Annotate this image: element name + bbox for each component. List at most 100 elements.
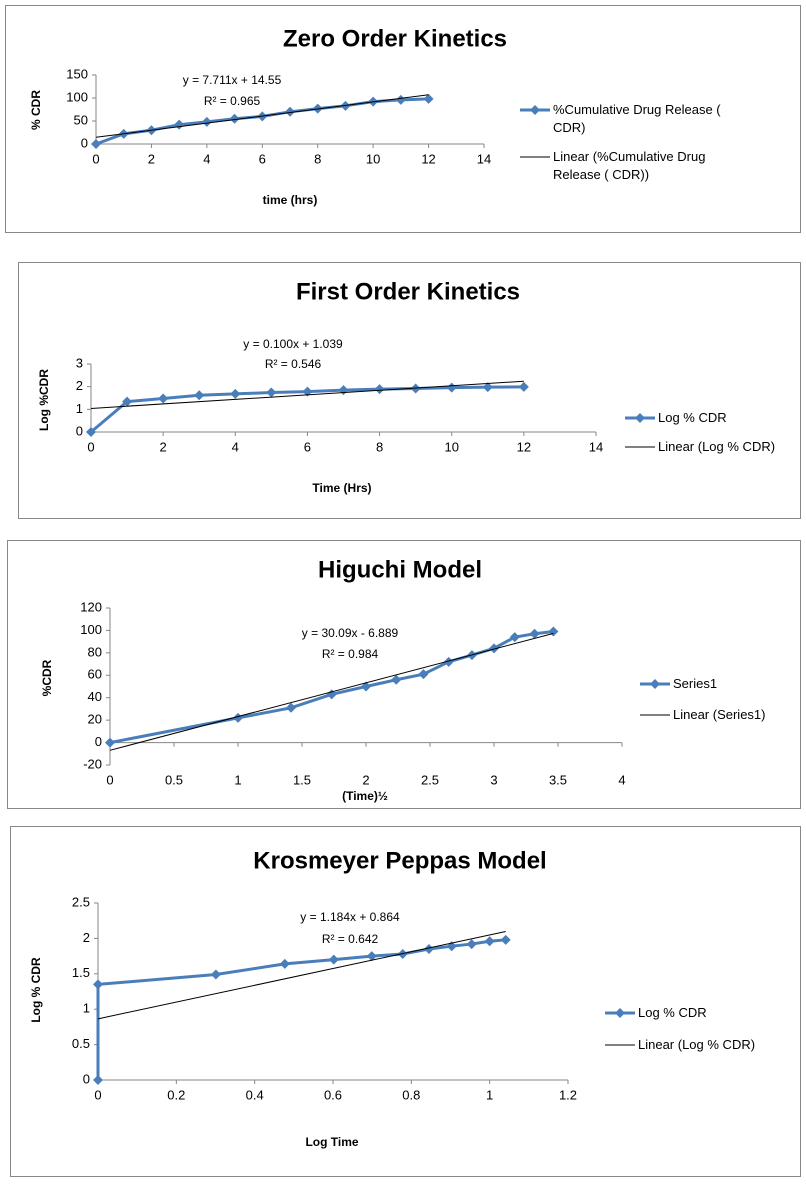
y-tick-label: -20	[83, 756, 102, 771]
data-point	[279, 958, 290, 969]
data-point	[328, 954, 339, 965]
legend-entry: Linear (%Cumulative Drug Release ( CDR))	[553, 149, 706, 182]
trendline-equation: y = 1.184x + 0.864	[300, 910, 400, 924]
data-point	[423, 93, 434, 104]
x-tick-label: 4	[232, 439, 239, 454]
data-point	[266, 387, 277, 398]
y-tick-label: 1	[83, 1001, 90, 1016]
data-point	[229, 113, 240, 124]
chart-frame	[7, 540, 801, 809]
data-point	[285, 106, 295, 117]
x-tick-label: 14	[477, 151, 491, 166]
legend-entry: Log % CDR	[638, 1005, 707, 1020]
data-point	[374, 384, 385, 395]
data-point	[482, 382, 493, 393]
data-point	[500, 934, 511, 945]
y-tick-label: 2.5	[72, 894, 90, 909]
trendline	[97, 931, 506, 1020]
data-point	[418, 669, 429, 680]
data-point	[391, 674, 402, 685]
chart-title: Higuchi Model	[318, 556, 482, 583]
x-tick-label: 2.5	[421, 772, 439, 787]
y-tick-label: 1	[76, 401, 83, 416]
data-point	[446, 382, 457, 393]
data-point	[338, 385, 349, 396]
data-point	[230, 388, 241, 399]
chart-title: Zero Order Kinetics	[283, 25, 507, 52]
y-tick-label: 100	[66, 89, 88, 104]
data-point	[466, 939, 477, 950]
trendline-equation: R² = 0.965	[204, 94, 261, 108]
data-point	[361, 681, 371, 692]
data-point	[93, 1075, 103, 1085]
x-tick-label: 0.2	[167, 1087, 185, 1102]
x-tick-label: 0.4	[246, 1087, 264, 1102]
data-point	[93, 979, 103, 990]
x-tick-label: 12	[421, 151, 435, 166]
trendline-equation: R² = 0.642	[322, 932, 379, 946]
legend-label: Series1	[673, 676, 718, 691]
legend-label: Linear (Log % CDR)	[638, 1037, 756, 1052]
data-point	[86, 427, 96, 437]
chart-title: Krosmeyer Peppas Model	[253, 847, 546, 874]
legend-label: Log % CDR	[658, 410, 727, 425]
legend-label: Linear (Series1)	[673, 707, 766, 722]
data-point	[210, 969, 221, 980]
trendline-equation: y = 0.100x + 1.039	[243, 337, 343, 351]
data-point	[285, 702, 296, 713]
x-tick-label: 14	[589, 439, 603, 454]
y-tick-label: 40	[88, 689, 102, 704]
x-tick-label: 10	[366, 151, 380, 166]
y-tick-label: 1.5	[72, 965, 90, 980]
chart-title: First Order Kinetics	[296, 278, 520, 305]
y-tick-label: 20	[88, 712, 102, 727]
x-tick-label: 2	[148, 151, 155, 166]
data-point	[174, 119, 185, 130]
series-line	[96, 938, 506, 1080]
data-point	[158, 393, 169, 404]
x-axis-title: Time (Hrs)	[312, 481, 371, 495]
x-tick-label: 3.5	[549, 772, 567, 787]
trendline-equation: y = 7.711x + 14.55	[183, 73, 282, 87]
x-tick-label: 0	[106, 772, 113, 787]
data-point	[326, 689, 337, 700]
data-point	[105, 737, 115, 748]
x-tick-label: 0	[87, 439, 94, 454]
legend-label: Linear (%Cumulative Drug Release ( CDR))	[553, 149, 706, 182]
x-tick-label: 8	[376, 439, 383, 454]
y-tick-label: 2	[83, 930, 90, 945]
legend-label: Log % CDR	[638, 1005, 707, 1020]
data-point	[194, 390, 205, 401]
x-tick-label: 3	[490, 772, 497, 787]
series-line	[95, 97, 429, 146]
trendline	[90, 380, 524, 409]
legend-marker	[635, 413, 645, 423]
x-tick-label: 6	[304, 439, 311, 454]
data-point	[395, 94, 406, 105]
y-tick-label: 3	[76, 355, 83, 370]
x-tick-label: 0.8	[402, 1087, 420, 1102]
y-tick-label: 150	[66, 66, 88, 81]
y-tick-label: 120	[80, 599, 102, 614]
data-point	[91, 139, 101, 149]
x-tick-label: 0.6	[324, 1087, 342, 1102]
x-tick-label: 0.5	[165, 772, 183, 787]
legend-marker	[530, 105, 540, 115]
y-axis-title: Log % CDR	[29, 957, 43, 1023]
y-tick-label: 0	[95, 734, 102, 749]
legend-entry: Linear (Series1)	[673, 707, 766, 722]
x-tick-label: 4	[618, 772, 625, 787]
x-tick-label: 1	[486, 1087, 493, 1102]
trendline	[95, 94, 429, 138]
y-tick-label: 2	[76, 378, 83, 393]
data-point	[201, 116, 212, 127]
data-point	[484, 936, 495, 947]
legend-entry: Linear (Log % CDR)	[638, 1037, 756, 1052]
y-tick-label: 60	[88, 667, 102, 682]
trendline-equation: y = 30.09x - 6.889	[302, 626, 399, 640]
y-tick-label: 80	[88, 644, 102, 659]
x-tick-label: 6	[259, 151, 266, 166]
data-point	[443, 656, 454, 667]
